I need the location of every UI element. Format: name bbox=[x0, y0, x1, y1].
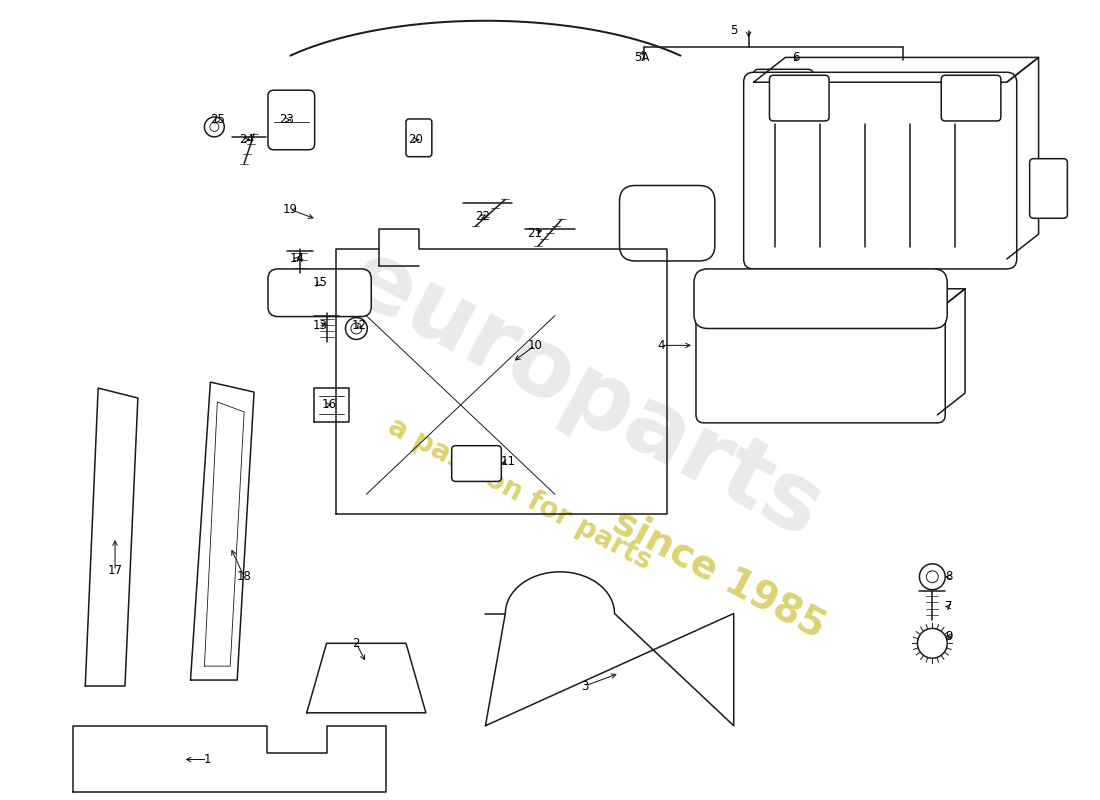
Text: a passion for parts: a passion for parts bbox=[384, 413, 657, 576]
Text: 4: 4 bbox=[658, 339, 666, 352]
Text: 14: 14 bbox=[289, 253, 305, 266]
Text: 18: 18 bbox=[236, 570, 252, 583]
FancyBboxPatch shape bbox=[268, 90, 315, 150]
Text: since 1985: since 1985 bbox=[606, 502, 832, 646]
Text: 8: 8 bbox=[946, 570, 953, 583]
FancyBboxPatch shape bbox=[754, 70, 813, 117]
Text: europarts: europarts bbox=[332, 232, 837, 558]
Text: 19: 19 bbox=[283, 203, 297, 216]
FancyBboxPatch shape bbox=[694, 269, 947, 329]
Text: 6: 6 bbox=[792, 51, 800, 64]
Text: 25: 25 bbox=[210, 114, 224, 126]
Text: 12: 12 bbox=[352, 319, 366, 332]
FancyBboxPatch shape bbox=[942, 75, 1001, 121]
Text: 5A: 5A bbox=[634, 51, 649, 64]
FancyBboxPatch shape bbox=[696, 302, 945, 423]
Text: 21: 21 bbox=[528, 226, 542, 240]
Text: 5: 5 bbox=[730, 24, 737, 37]
Text: 11: 11 bbox=[500, 455, 516, 468]
Text: 9: 9 bbox=[946, 630, 953, 643]
FancyBboxPatch shape bbox=[744, 72, 1016, 269]
Text: 2: 2 bbox=[353, 637, 360, 650]
Text: 13: 13 bbox=[312, 319, 327, 332]
Text: 10: 10 bbox=[528, 339, 542, 352]
Text: 3: 3 bbox=[581, 679, 589, 693]
Text: 22: 22 bbox=[475, 210, 490, 222]
Text: 23: 23 bbox=[279, 114, 295, 126]
Text: 16: 16 bbox=[322, 398, 337, 411]
Text: 20: 20 bbox=[408, 134, 424, 146]
FancyBboxPatch shape bbox=[619, 186, 715, 261]
Text: 7: 7 bbox=[946, 600, 953, 613]
FancyBboxPatch shape bbox=[268, 269, 372, 317]
Text: 17: 17 bbox=[108, 564, 122, 578]
FancyBboxPatch shape bbox=[1030, 158, 1067, 218]
Text: 15: 15 bbox=[312, 276, 327, 290]
FancyBboxPatch shape bbox=[406, 119, 432, 157]
FancyBboxPatch shape bbox=[770, 75, 829, 121]
Text: 1: 1 bbox=[204, 753, 211, 766]
FancyBboxPatch shape bbox=[452, 446, 502, 482]
Text: 24: 24 bbox=[240, 134, 254, 146]
